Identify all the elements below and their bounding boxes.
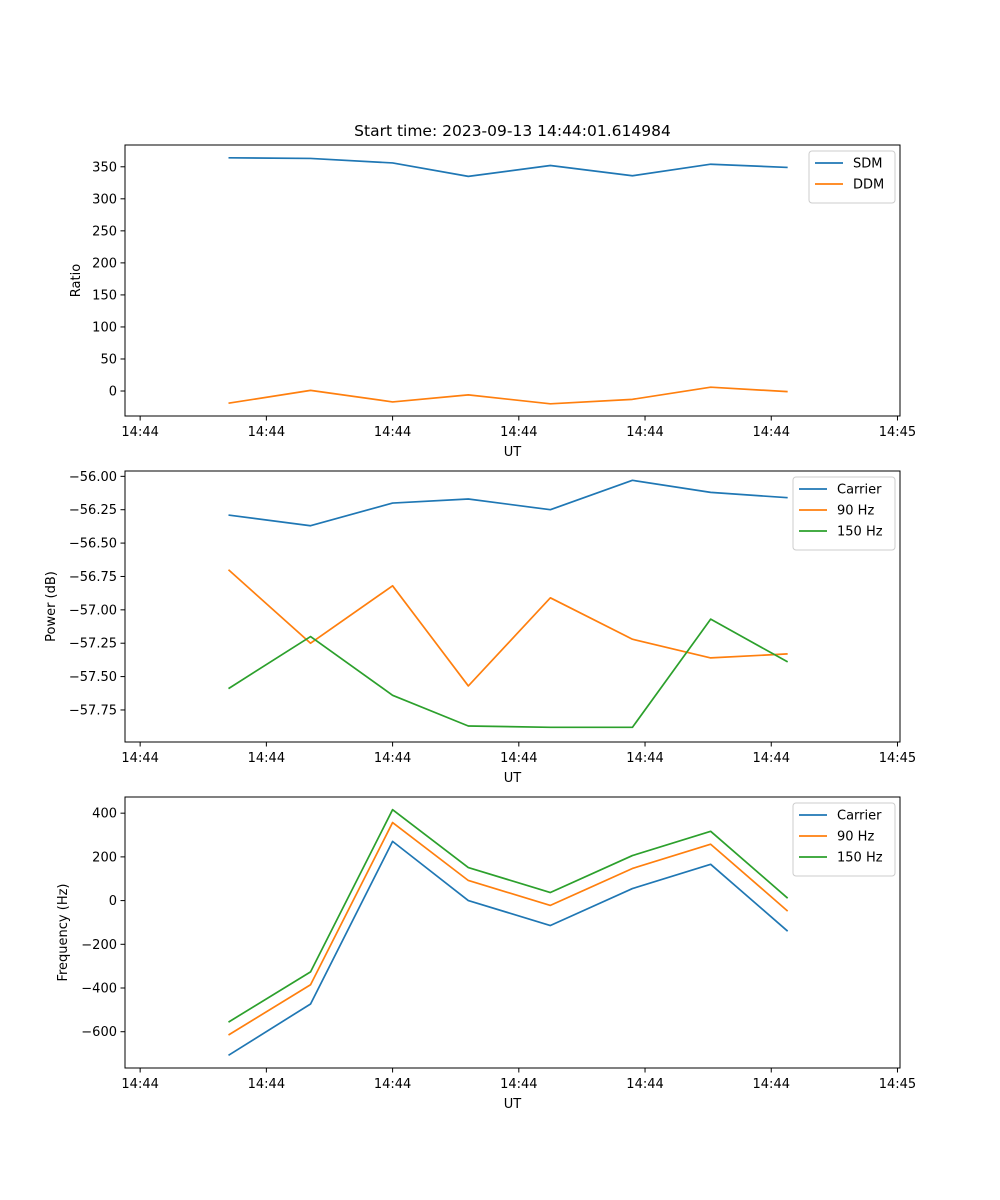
y-tick-label: 350	[92, 160, 117, 175]
legend-label: DDM	[853, 178, 884, 193]
x-tick-label: 14:44	[374, 425, 411, 440]
x-tick-label: 14:44	[500, 425, 537, 440]
axes-frame	[124, 144, 901, 417]
legend: SDM DDM	[808, 150, 896, 204]
y-tick-label: −57.75	[69, 703, 117, 718]
axes-frame	[124, 470, 901, 743]
series-line-carrier	[228, 479, 788, 527]
x-tick-label: 14:44	[374, 1077, 411, 1092]
y-tick-label: 400	[92, 807, 117, 822]
legend: Carrier 90 Hz 150 Hz	[792, 476, 896, 551]
y-tick-label: 200	[92, 850, 117, 865]
series-line-150-hz	[228, 808, 789, 1023]
x-axis-label: UT	[504, 445, 522, 460]
series-line-90-hz	[228, 821, 789, 1036]
y-axis-label: Power (dB)	[44, 571, 59, 642]
y-tick-label: −400	[81, 982, 117, 997]
legend: Carrier 90 Hz 150 Hz	[792, 802, 896, 877]
y-tick-label: 250	[92, 224, 117, 239]
y-tick-label: −56.25	[69, 503, 117, 518]
axes-frame	[124, 796, 901, 1069]
x-tick-label: 14:44	[121, 751, 158, 766]
x-axis-label: UT	[504, 1097, 522, 1112]
y-tick-label: −57.00	[69, 603, 117, 618]
legend-label: Carrier	[837, 809, 882, 824]
x-axis-label: UT	[504, 771, 522, 786]
legend-label: 90 Hz	[837, 504, 874, 519]
x-tick-label: 14:45	[879, 1077, 916, 1092]
y-tick-label: −600	[81, 1025, 117, 1040]
subplots: 14:44 14:44 14:44 14:44 14:44 14:44 14:45 0 50 10…	[44, 144, 916, 1112]
y-tick-label: −56.00	[69, 470, 117, 485]
legend-label: 90 Hz	[837, 830, 874, 845]
y-tick-label: 300	[92, 192, 117, 207]
figure-title: Start time: 2023-09-13 14:44:01.614984	[354, 122, 671, 140]
x-tick-label: 14:44	[626, 751, 663, 766]
x-tick-label: 14:44	[121, 1077, 158, 1092]
y-axis-label: Frequency (Hz)	[56, 883, 71, 981]
subplot-2: 14:44 14:44 14:44 14:44 14:44 14:44 14:45 −56.0…	[44, 470, 916, 786]
y-axis-label: Ratio	[69, 264, 84, 297]
x-tick-label: 14:44	[626, 425, 663, 440]
subplot-1: 14:44 14:44 14:44 14:44 14:44 14:44 14:45 0 50 10…	[69, 144, 916, 460]
x-tick-label: 14:44	[500, 751, 537, 766]
legend-label: 150 Hz	[837, 525, 883, 540]
y-tick-label: −56.75	[69, 570, 117, 585]
y-tick-label: 100	[92, 320, 117, 335]
x-tick-label: 14:44	[753, 425, 790, 440]
series-line-150-hz	[228, 618, 789, 729]
y-tick-label: −56.50	[69, 537, 117, 552]
x-tick-label: 14:44	[626, 1077, 663, 1092]
x-tick-label: 14:44	[248, 425, 285, 440]
y-tick-label: 50	[100, 352, 117, 367]
subplot-3: 14:44 14:44 14:44 14:44 14:44 14:44 14:45 −600 −…	[56, 796, 916, 1112]
legend-label: 150 Hz	[837, 851, 883, 866]
x-tick-label: 14:44	[500, 1077, 537, 1092]
x-tick-label: 14:44	[374, 751, 411, 766]
y-tick-label: 200	[92, 256, 117, 271]
series-line-90-hz	[227, 569, 788, 687]
y-tick-label: 0	[109, 385, 117, 400]
x-tick-label: 14:44	[248, 751, 285, 766]
x-tick-label: 14:45	[879, 425, 916, 440]
x-tick-label: 14:45	[879, 751, 916, 766]
series-line-ddm	[228, 386, 788, 405]
y-tick-label: 0	[109, 894, 117, 909]
y-tick-label: 150	[92, 288, 117, 303]
legend-box	[808, 150, 896, 204]
x-tick-label: 14:44	[248, 1077, 285, 1092]
x-tick-label: 14:44	[753, 751, 790, 766]
x-tick-label: 14:44	[753, 1077, 790, 1092]
y-tick-label: −57.25	[69, 637, 117, 652]
x-tick-label: 14:44	[121, 425, 158, 440]
y-tick-label: −57.50	[69, 670, 117, 685]
legend-label: Carrier	[837, 483, 882, 498]
y-tick-label: −200	[81, 938, 117, 953]
series-line-carrier	[228, 840, 789, 1057]
series-line-sdm	[228, 156, 788, 178]
legend-label: SDM	[853, 157, 882, 172]
